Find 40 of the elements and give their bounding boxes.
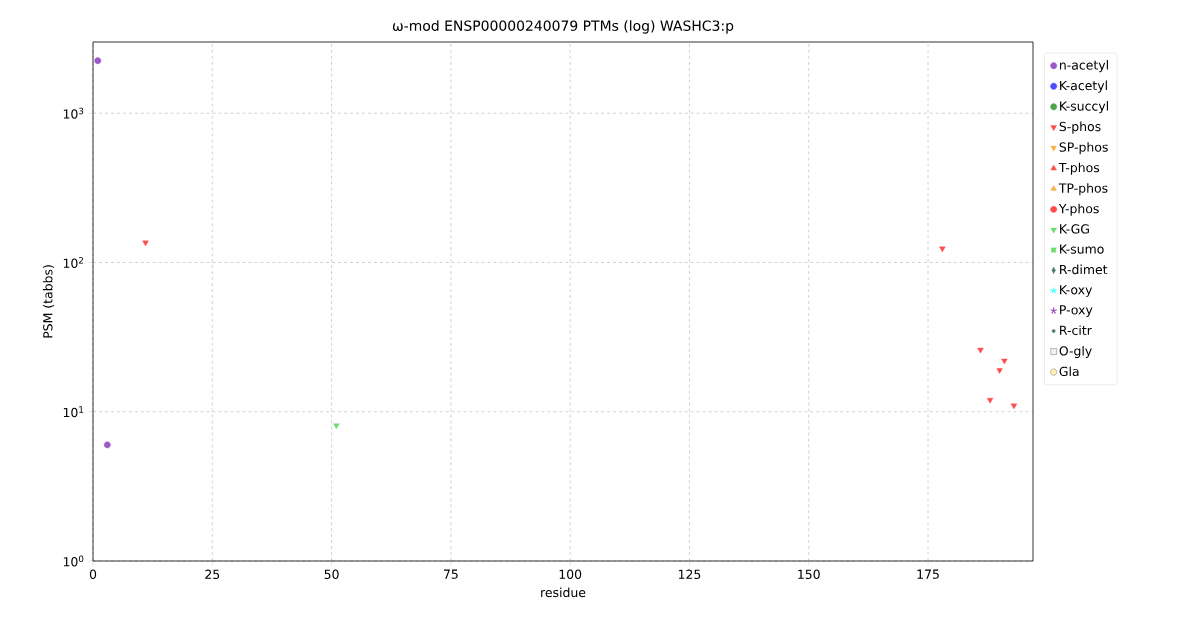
legend-label: K-GG [1060,224,1089,234]
legend-label: SP-phos [1059,142,1108,155]
y-axis-title: PSM (tabbs) [42,265,55,338]
legend-label: Y-phos [1058,203,1099,216]
y-tick-label: 10$^{2}$ [63,256,84,268]
legend-label: K-oxy [1060,285,1093,297]
point [996,368,1003,374]
x-tick-label: 150 [798,569,820,580]
legend-label: R-dimet [1060,264,1108,275]
legend-label: R-citr [1060,325,1092,336]
y-tick-label: 10$^{0}$ [63,555,84,567]
point [333,423,340,429]
x-tick-label: 0 [89,569,97,580]
chart-title: ω-mod ENSP00000240079 PTMs (log) WASHC3:p [392,20,734,34]
point [142,240,149,247]
legend-label: K-succyl [1060,101,1108,114]
x-tick-label: 75 [443,569,458,579]
x-tick-label: 25 [205,569,220,580]
legend-label: Gla [1059,366,1079,377]
legend-label: T-phos [1058,162,1100,175]
x-tick-label: 125 [678,569,701,580]
legend-label: S-phos [1059,121,1101,134]
point [1010,403,1018,410]
x-tick-label: 175 [917,569,939,579]
legend-label: K-sumo [1060,244,1104,254]
legend-label: n-acetyl [1059,60,1108,73]
y-tick-label: 10$^{1}$ [63,406,84,418]
legend-label: TP-phos [1058,183,1108,196]
x-tick-label: 50 [324,569,339,580]
point [977,347,984,354]
legend-label: K-acetyl [1060,80,1107,93]
x-tick-label: 100 [559,569,582,580]
x-axis-title: residue [541,587,586,598]
legend-label: P-oxy [1060,305,1093,317]
y-tick-label: 10$^{3}$ [63,107,84,119]
legend-label: O-gly [1059,345,1092,358]
point [1001,358,1008,365]
point [103,441,111,449]
point [939,246,946,253]
point [986,398,994,404]
